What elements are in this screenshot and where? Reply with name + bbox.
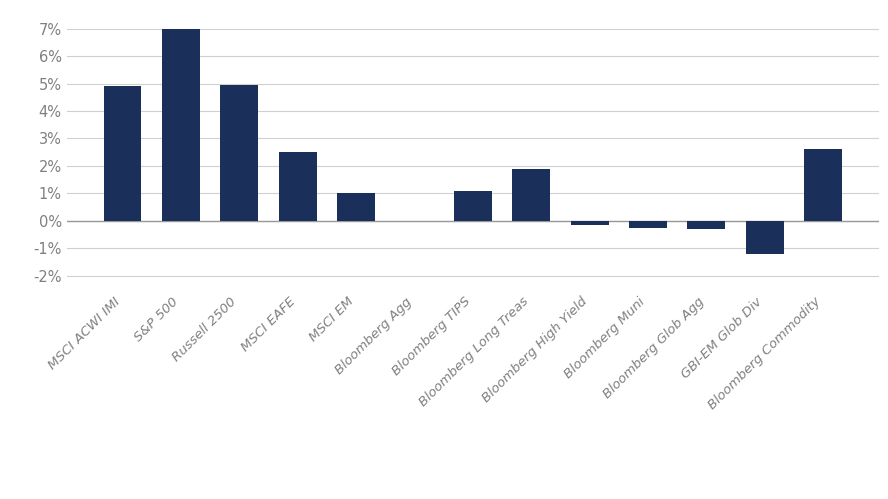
Bar	[629, 221, 667, 228]
Bar	[454, 191, 492, 221]
Bar	[162, 28, 200, 221]
Bar	[220, 85, 258, 221]
Bar	[571, 221, 608, 225]
Bar	[512, 169, 551, 221]
Bar	[279, 152, 317, 221]
Bar	[805, 150, 842, 221]
Bar	[746, 221, 784, 254]
Bar	[337, 194, 375, 221]
Bar	[687, 221, 725, 229]
Bar	[104, 86, 141, 221]
